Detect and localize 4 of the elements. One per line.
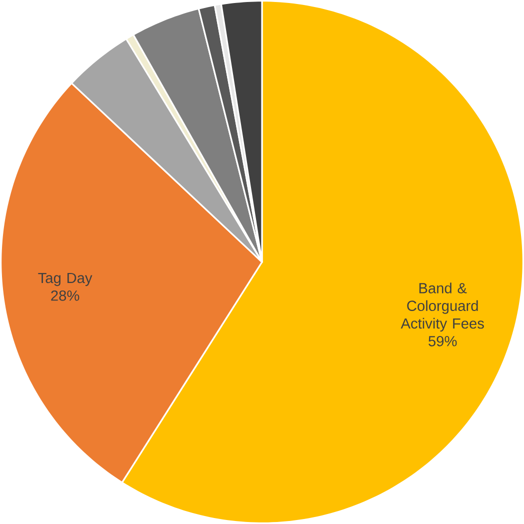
slice-label: Band & Colorguard Activity Fees — [400, 282, 484, 332]
data-label: 59% — [428, 336, 457, 346]
slice-label: Tag Day — [38, 272, 92, 286]
data-label: 28% — [51, 290, 80, 301]
